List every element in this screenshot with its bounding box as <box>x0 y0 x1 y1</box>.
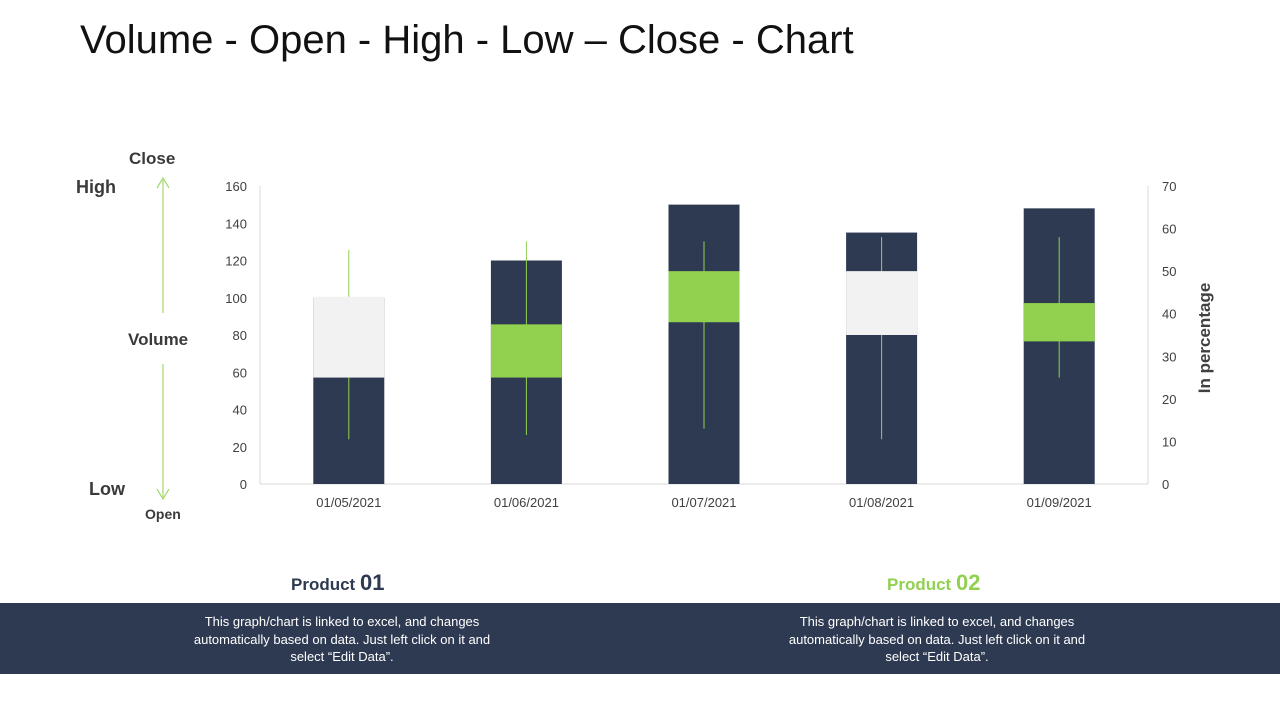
left-tick-label: 120 <box>225 254 247 269</box>
right-tick-label: 60 <box>1162 222 1176 237</box>
product-01-title: Product 01 <box>291 570 384 596</box>
left-tick-label: 80 <box>233 328 247 343</box>
x-tick-label: 01/08/2021 <box>849 495 914 510</box>
down-candle <box>846 271 918 335</box>
left-tick-label: 160 <box>225 179 247 194</box>
legend-low-label: Low <box>89 479 125 499</box>
left-tick-label: 60 <box>233 365 247 380</box>
left-tick-label: 100 <box>225 291 247 306</box>
up-candle <box>668 271 740 323</box>
x-tick-label: 01/06/2021 <box>494 495 559 510</box>
product-02-description: This graph/chart is linked to excel, and… <box>788 614 1086 664</box>
legend-close-label: Close <box>129 149 176 168</box>
left-tick-label: 40 <box>233 403 247 418</box>
right-tick-label: 50 <box>1162 264 1176 279</box>
right-axis-title: In percentage <box>1195 283 1214 394</box>
page-title: Volume - Open - High - Low – Close - Cha… <box>80 18 854 62</box>
up-candle <box>1023 303 1095 342</box>
left-tick-label: 20 <box>233 440 247 455</box>
right-tick-label: 30 <box>1162 349 1176 364</box>
up-candle <box>490 324 562 378</box>
right-tick-label: 70 <box>1162 179 1176 194</box>
footer-band: This graph/chart is linked to excel, and… <box>0 603 1280 674</box>
x-tick-label: 01/09/2021 <box>1027 495 1092 510</box>
open-close-candles <box>313 271 1095 378</box>
x-tick-label: 01/05/2021 <box>316 495 381 510</box>
legend-open-label: Open <box>145 506 181 522</box>
legend-arrow-up <box>156 177 170 313</box>
legend-volume-label: Volume <box>128 330 189 349</box>
x-tick-label: 01/07/2021 <box>671 495 736 510</box>
product-01-description: This graph/chart is linked to excel, and… <box>193 614 491 664</box>
chart: 0 20 40 60 80 100 120 140 160 0 10 20 30 40 50 60 70 01… <box>156 177 1214 510</box>
product-02-number: 02 <box>955 570 981 595</box>
right-tick-label: 0 <box>1162 477 1169 492</box>
left-tick-label: 0 <box>240 477 247 492</box>
legend-high-label: High <box>76 177 116 197</box>
product-02-title: Product 02 <box>887 570 980 596</box>
down-candle <box>313 296 385 378</box>
product-01-number: 01 <box>359 570 385 595</box>
right-tick-label: 20 <box>1162 392 1176 407</box>
product-01-label: Product <box>291 575 356 594</box>
right-tick-label: 40 <box>1162 307 1176 322</box>
left-axis-ticks: 0 20 40 60 80 100 120 140 160 <box>225 179 247 492</box>
legend-arrow-down <box>156 364 170 500</box>
right-tick-label: 10 <box>1162 434 1176 449</box>
product-02-label: Product <box>887 575 952 594</box>
left-tick-label: 140 <box>225 216 247 231</box>
right-axis-ticks: 0 10 20 30 40 50 60 70 <box>1162 179 1176 492</box>
x-axis-labels: 01/05/2021 01/06/2021 01/07/2021 01/08/2021… <box>316 495 1091 510</box>
high-low-wicks <box>348 237 1060 440</box>
